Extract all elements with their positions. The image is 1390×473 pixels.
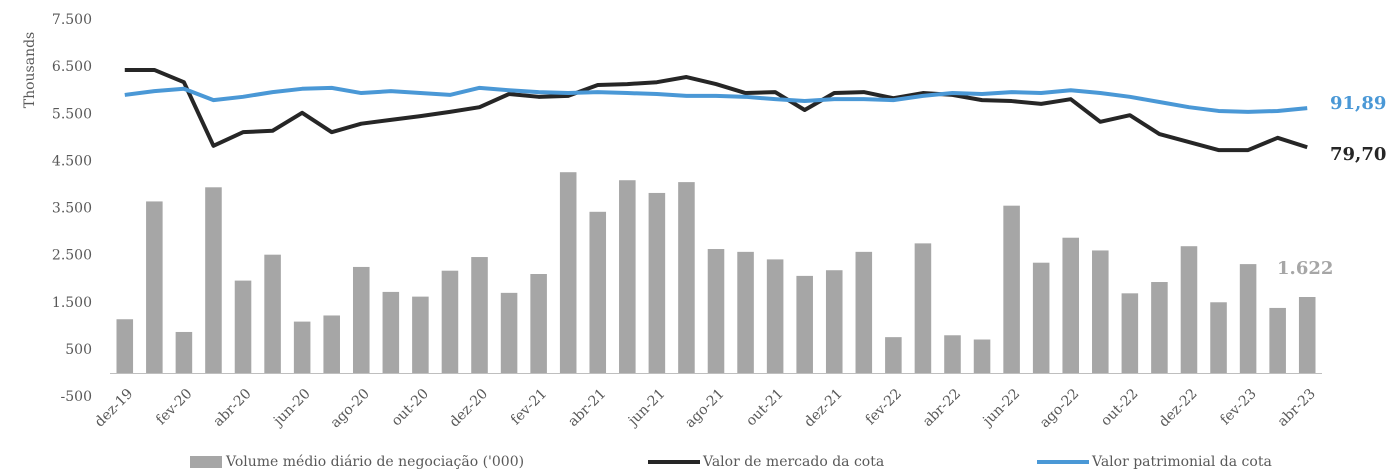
bar	[589, 211, 607, 374]
legend-label: Valor de mercado da cota	[702, 454, 884, 470]
end-label: 79,70	[1330, 144, 1386, 165]
legend-label: Valor patrimonial da cota	[1091, 454, 1272, 470]
bar	[825, 270, 843, 374]
x-tick-label: abr-21	[565, 386, 609, 430]
y-tick-label: 6.500	[52, 59, 92, 75]
x-tick-label: fev-22	[863, 386, 905, 428]
bar	[1121, 293, 1139, 374]
legend-swatch	[190, 456, 222, 468]
x-tick-label: abr-23	[1275, 386, 1319, 430]
x-tick-label: dez-20	[446, 386, 491, 431]
y-tick-label: 5.500	[52, 106, 92, 122]
bar	[1092, 250, 1109, 374]
x-tick-label: jun-20	[269, 386, 313, 430]
bar	[914, 243, 932, 374]
bar	[855, 251, 873, 374]
bar	[619, 180, 636, 374]
x-tick-label: dez-22	[1156, 386, 1201, 431]
y-tick-label: 2.500	[52, 248, 92, 264]
x-tick-label: out-22	[1098, 386, 1142, 430]
bar	[1210, 302, 1227, 374]
bar	[323, 315, 340, 374]
bar	[648, 192, 666, 374]
bar	[1269, 307, 1286, 374]
bar	[500, 292, 518, 374]
y-tick-label: 7.500	[52, 12, 92, 28]
bar	[559, 172, 577, 374]
x-tick-label: out-21	[743, 386, 787, 430]
bar	[1151, 282, 1168, 374]
line	[124, 85, 1308, 114]
end-label: 1.622	[1277, 258, 1333, 279]
bar	[1032, 262, 1050, 374]
x-tick-label: fev-21	[508, 386, 550, 428]
bar	[382, 291, 400, 374]
y-tick-label: -500	[61, 389, 92, 405]
bar	[471, 257, 488, 374]
x-tick-label: dez-21	[801, 386, 846, 431]
x-tick-label: ago-20	[327, 386, 372, 431]
y-axis-label: Thousands	[22, 32, 38, 109]
bar	[146, 201, 163, 374]
bar	[796, 275, 813, 374]
bar	[1298, 297, 1316, 374]
x-tick-label: fev-20	[153, 386, 195, 428]
x-tick-label: abr-22	[920, 386, 964, 430]
bar	[973, 339, 991, 374]
bar	[944, 335, 961, 374]
bar	[678, 182, 695, 374]
y-tick-label: 500	[65, 342, 92, 358]
end-label: 91,89	[1330, 93, 1386, 114]
bar	[707, 249, 725, 374]
bar	[441, 270, 459, 374]
x-tick-label: fev-23	[1217, 386, 1259, 428]
x-tick-label: out-20	[388, 386, 432, 430]
bar	[412, 296, 429, 374]
bar	[234, 280, 252, 374]
bar	[264, 254, 281, 374]
bar	[205, 187, 222, 374]
line	[124, 67, 1308, 153]
legend-label: Volume médio diário de negociação ('000)	[225, 454, 524, 470]
bar	[1003, 205, 1020, 374]
bar	[766, 259, 784, 374]
x-tick-label: jun-22	[979, 386, 1023, 430]
y-tick-label: 1.500	[52, 295, 92, 311]
y-tick-label: 4.500	[52, 153, 92, 169]
bar	[885, 337, 902, 374]
x-tick-label: ago-22	[1037, 386, 1082, 431]
bar	[1239, 264, 1257, 374]
bar	[530, 274, 547, 374]
bar	[1062, 237, 1080, 374]
bar	[352, 266, 370, 374]
bar	[293, 321, 311, 374]
bar	[175, 331, 193, 374]
bar	[116, 319, 134, 374]
x-tick-label: jun-21	[624, 386, 668, 430]
x-tick-label: abr-20	[210, 386, 254, 430]
bar	[737, 251, 754, 374]
bar	[1180, 246, 1198, 374]
x-tick-label: ago-21	[682, 386, 727, 431]
y-tick-label: 3.500	[52, 201, 92, 217]
x-tick-label: dez-19	[92, 386, 137, 431]
